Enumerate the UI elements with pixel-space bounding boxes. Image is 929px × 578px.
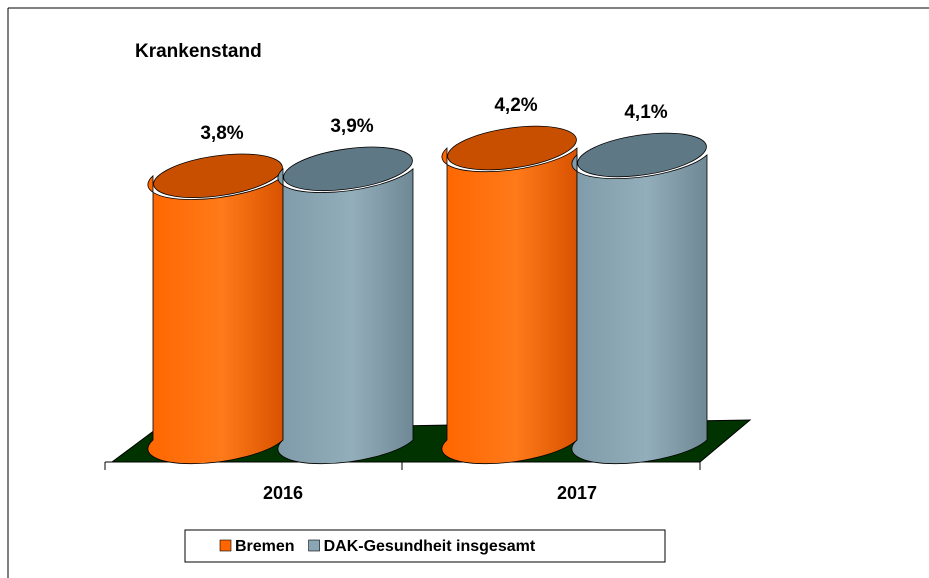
cylinder-top (447, 125, 577, 171)
legend-label: Bremen (235, 538, 295, 555)
data-label: 3,8% (200, 123, 243, 144)
legend-swatch (219, 539, 232, 552)
data-label: 4,1% (624, 102, 667, 123)
chart-title: Krankenstand (135, 41, 262, 62)
data-label: 3,9% (330, 116, 373, 137)
data-label: 4,2% (494, 95, 537, 116)
cylinder-top (153, 153, 283, 198)
legend (184, 529, 666, 563)
cylinder-top (283, 146, 413, 192)
cylinder (571, 154, 708, 465)
cylinder-top (577, 132, 707, 178)
legend-label: DAK-Gesundheit insgesamt (324, 538, 536, 555)
cylinder (147, 174, 284, 465)
legend-swatch (308, 539, 320, 552)
x-tick-label: 2016 (263, 483, 303, 503)
cylinder (277, 167, 414, 465)
x-tick-label: 2017 (557, 483, 597, 503)
cylinder (441, 147, 578, 465)
